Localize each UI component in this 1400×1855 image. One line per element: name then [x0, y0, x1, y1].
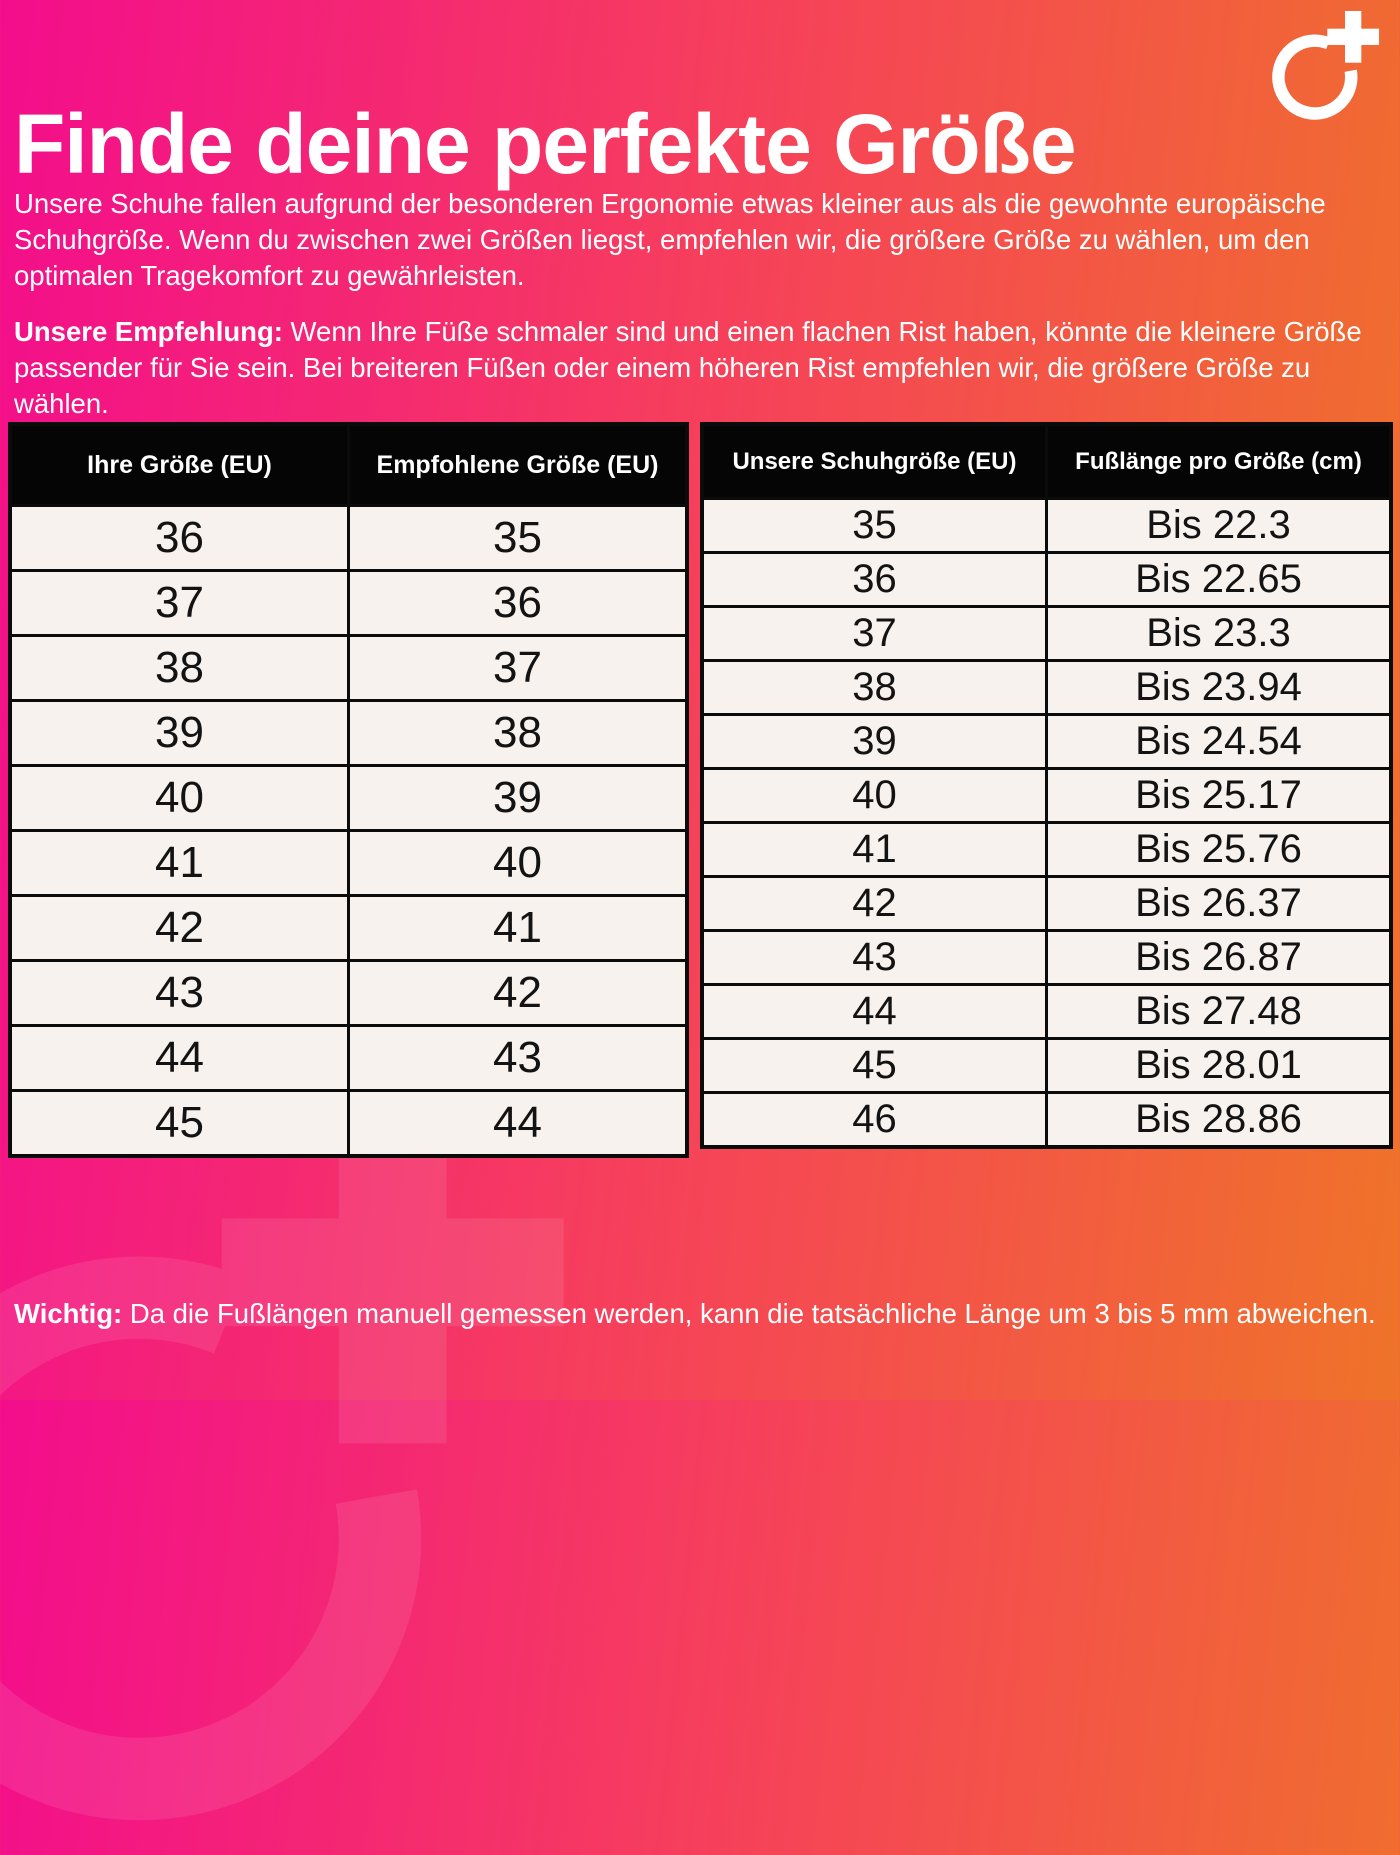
- table-cell: 39: [8, 699, 350, 767]
- table-row: 38 Bis 23.94: [700, 659, 1393, 716]
- size-table-header: Ihre Größe (EU) Empfohlene Größe (EU): [8, 422, 689, 507]
- table-cell: 42: [700, 875, 1048, 932]
- table-cell: Bis 26.87: [1045, 929, 1393, 986]
- table-cell: 40: [8, 764, 350, 832]
- table-row: 40 39: [8, 764, 689, 832]
- foot-length-table: Unsere Schuhgröße (EU) Fußlänge pro Größ…: [700, 422, 1393, 1149]
- table-cell: Bis 24.54: [1045, 713, 1393, 770]
- table-header-row: Ihre Größe (EU) Empfohlene Größe (EU): [8, 422, 689, 507]
- table-cell: 37: [700, 605, 1048, 662]
- table-cell: 36: [700, 551, 1048, 608]
- recommendation-label: Unsere Empfehlung:: [14, 315, 283, 347]
- table-cell: Bis 22.3: [1045, 497, 1393, 554]
- note-paragraph: Wichtig: Da die Fußlängen manuell gemess…: [14, 1296, 1392, 1332]
- size-table-header-recommended-size: Empfohlene Größe (EU): [347, 422, 689, 507]
- table-row: 44 43: [8, 1024, 689, 1092]
- length-table-header: Unsere Schuhgröße (EU) Fußlänge pro Größ…: [700, 422, 1393, 500]
- recommendation-text: Wenn Ihre Füße schmaler sind und einen f…: [14, 315, 1362, 419]
- circle-plus-logo-icon: [1272, 10, 1380, 120]
- table-cell: 35: [347, 504, 689, 572]
- table-row: 36 Bis 22.65: [700, 551, 1393, 608]
- table-cell: 45: [700, 1037, 1048, 1094]
- table-cell: 37: [347, 634, 689, 702]
- watermark-circle-plus-logo: [0, 1101, 564, 1821]
- length-table-body: 35 Bis 22.3 36 Bis 22.65 37 Bis 23.3 38 Bis 23.…: [700, 497, 1393, 1149]
- table-cell: 35: [700, 497, 1048, 554]
- length-table-header-foot-length: Fußlänge pro Größe (cm): [1045, 422, 1393, 500]
- table-row: 45 44: [8, 1089, 689, 1158]
- table-cell: 38: [8, 634, 350, 702]
- intro-paragraph: Unsere Schuhe fallen aufgrund der besond…: [14, 187, 1326, 291]
- size-table-body: 36 35 37 36 38 37 39 38 40 39 41 40 42 41 43 42 44 43 45 44: [8, 504, 689, 1158]
- table-cell: 43: [347, 1024, 689, 1092]
- table-cell: 39: [700, 713, 1048, 770]
- table-cell: 38: [347, 699, 689, 767]
- table-row: 43 42: [8, 959, 689, 1027]
- table-cell: 41: [700, 821, 1048, 878]
- table-row: 41 40: [8, 829, 689, 897]
- table-row: 39 Bis 24.54: [700, 713, 1393, 770]
- table-row: 40 Bis 25.17: [700, 767, 1393, 824]
- note-label: Wichtig:: [14, 1297, 123, 1329]
- table-row: 45 Bis 28.01: [700, 1037, 1393, 1094]
- table-cell: 44: [347, 1089, 689, 1158]
- table-cell: 43: [8, 959, 350, 1027]
- table-row: 37 36: [8, 569, 689, 637]
- table-row: 39 38: [8, 699, 689, 767]
- table-cell: 44: [8, 1024, 350, 1092]
- table-cell: 41: [347, 894, 689, 962]
- table-cell: 40: [347, 829, 689, 897]
- table-cell: 40: [700, 767, 1048, 824]
- table-row: 41 Bis 25.76: [700, 821, 1393, 878]
- note-text: Da die Fußlängen manuell gemessen werden…: [122, 1297, 1376, 1329]
- table-cell: Bis 27.48: [1045, 983, 1393, 1040]
- table-cell: Bis 23.3: [1045, 605, 1393, 662]
- table-cell: Bis 28.86: [1045, 1091, 1393, 1149]
- table-cell: Bis 28.01: [1045, 1037, 1393, 1094]
- table-row: 43 Bis 26.87: [700, 929, 1393, 986]
- table-cell: Bis 22.65: [1045, 551, 1393, 608]
- table-cell: 37: [8, 569, 350, 637]
- table-row: 38 37: [8, 634, 689, 702]
- table-row: 36 35: [8, 504, 689, 572]
- recommendation-paragraph: Unsere Empfehlung: Wenn Ihre Füße schmal…: [14, 314, 1392, 422]
- table-cell: 44: [700, 983, 1048, 1040]
- page-title: Finde deine perfekte Größe: [14, 97, 1077, 192]
- table-row: 37 Bis 23.3: [700, 605, 1393, 662]
- table-row: 44 Bis 27.48: [700, 983, 1393, 1040]
- length-table-header-shoe-size: Unsere Schuhgröße (EU): [700, 422, 1048, 500]
- table-cell: Bis 25.76: [1045, 821, 1393, 878]
- size-table-header-your-size: Ihre Größe (EU): [8, 422, 350, 507]
- table-cell: 36: [347, 569, 689, 637]
- size-guide-infographic: { "page": { "title": "Finde deine perfek…: [0, 0, 1400, 1400]
- table-header-row: Unsere Schuhgröße (EU) Fußlänge pro Größ…: [700, 422, 1393, 500]
- table-cell: Bis 26.37: [1045, 875, 1393, 932]
- table-cell: 46: [700, 1091, 1048, 1149]
- table-cell: 42: [8, 894, 350, 962]
- size-conversion-table: Ihre Größe (EU) Empfohlene Größe (EU) 36…: [8, 422, 689, 1158]
- table-cell: 42: [347, 959, 689, 1027]
- table-cell: 45: [8, 1089, 350, 1158]
- table-cell: Bis 23.94: [1045, 659, 1393, 716]
- table-cell: 36: [8, 504, 350, 572]
- table-cell: 43: [700, 929, 1048, 986]
- table-row: 35 Bis 22.3: [700, 497, 1393, 554]
- table-row: 42 41: [8, 894, 689, 962]
- table-row: 42 Bis 26.37: [700, 875, 1393, 932]
- table-cell: 39: [347, 764, 689, 832]
- table-cell: 38: [700, 659, 1048, 716]
- table-row: 46 Bis 28.86: [700, 1091, 1393, 1149]
- table-cell: 41: [8, 829, 350, 897]
- table-cell: Bis 25.17: [1045, 767, 1393, 824]
